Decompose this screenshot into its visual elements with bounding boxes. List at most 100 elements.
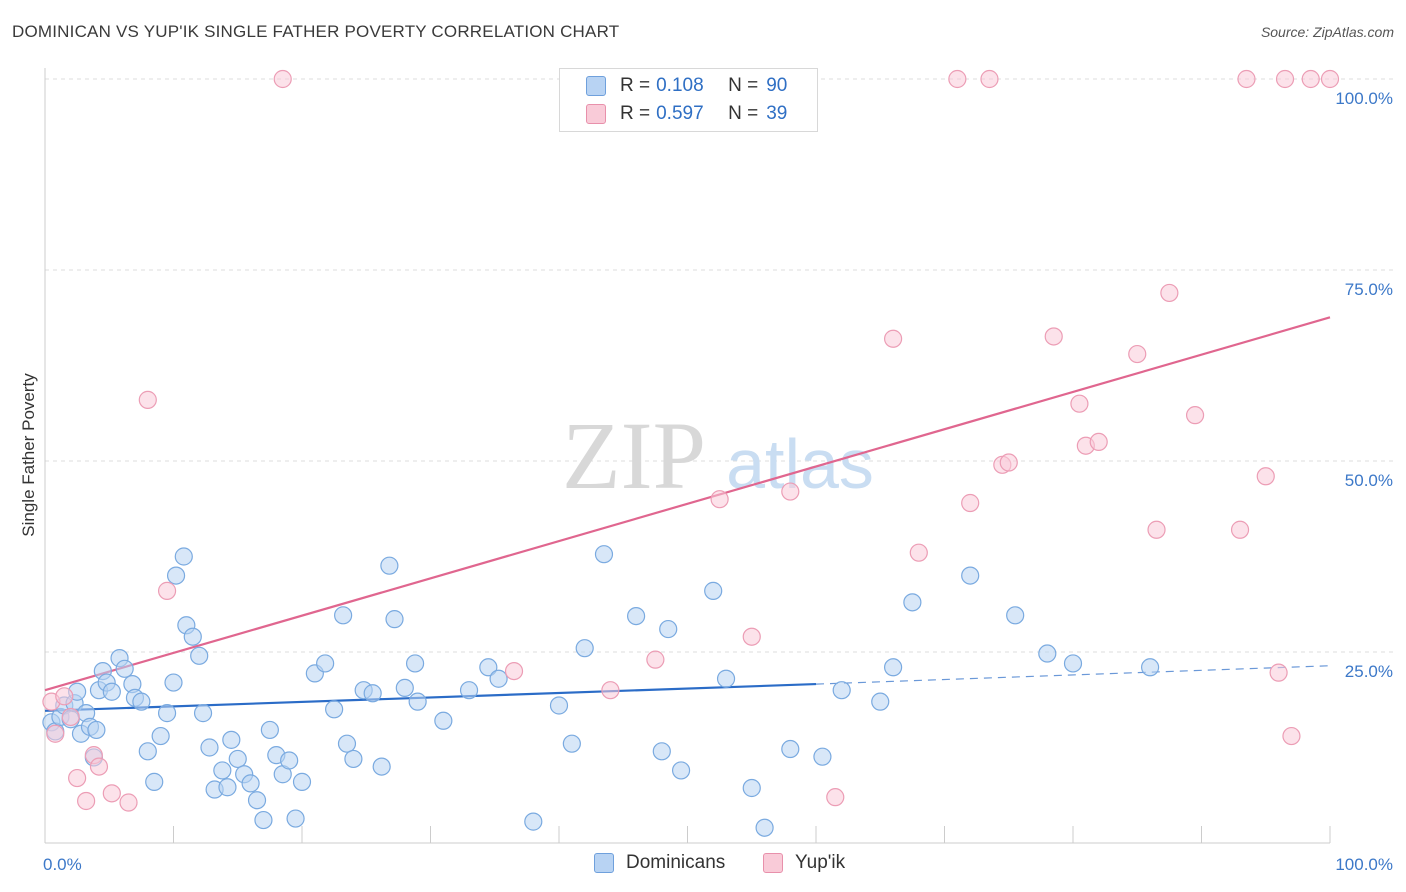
point-dominicans (102, 682, 121, 701)
point-dominicans (183, 627, 202, 646)
point-yupik (157, 581, 177, 600)
point-yupik (961, 493, 980, 513)
point-dominicans (157, 704, 177, 723)
point-yupik (1089, 432, 1108, 451)
point-dominicans (549, 696, 569, 715)
point-yupik (119, 793, 138, 812)
point-dominicans (1140, 658, 1160, 677)
legend-row-yupik: R = 0.597 N = 39 (586, 101, 787, 127)
x-tick-label: 100.0% (1335, 855, 1393, 874)
trend-line-yupik (44, 316, 1331, 692)
axes (44, 68, 1331, 844)
legend-swatch-dominicans (586, 76, 606, 96)
point-dominicans (755, 818, 774, 837)
point-dominicans (372, 757, 391, 776)
data-points (42, 69, 1340, 837)
legend-n-value: 90 (766, 75, 788, 96)
legend-r-value: 0.108 (656, 75, 704, 96)
series-legend-yupik: Yup'ik (763, 852, 845, 874)
point-yupik (1128, 344, 1147, 364)
x-tick-label: 0.0% (43, 855, 82, 874)
point-dominicans (151, 726, 170, 746)
point-dominicans (292, 772, 312, 791)
legend-r-label: R = (620, 103, 651, 124)
y-tick-label: 75.0% (1345, 280, 1393, 299)
point-yupik (89, 757, 109, 776)
point-dominicans (132, 692, 151, 711)
point-dominicans (489, 669, 508, 688)
point-dominicans (241, 774, 260, 793)
point-yupik (742, 627, 761, 646)
point-dominicans (704, 581, 723, 600)
point-dominicans (316, 654, 335, 673)
point-dominicans (213, 761, 232, 780)
point-dominicans (200, 738, 219, 757)
point-dominicans (280, 751, 299, 770)
point-dominicans (562, 734, 581, 753)
point-yupik (1160, 283, 1179, 303)
point-dominicans (325, 700, 344, 719)
series-legend-dominicans: Dominicans (594, 852, 725, 874)
point-dominicans (344, 749, 363, 769)
point-yupik (948, 69, 967, 89)
point-yupik (883, 329, 903, 348)
point-yupik (1269, 663, 1288, 682)
trend-lines (44, 316, 1331, 712)
point-dominicans (286, 809, 305, 828)
point-dominicans (190, 646, 209, 665)
point-dominicans (222, 730, 241, 749)
correlation-legend: R = 0.108 N = 90 R = 0.597 N = 39 (559, 68, 818, 132)
chart-title: DOMINICAN VS YUP'IK SINGLE FATHER POVERT… (12, 22, 620, 41)
point-yupik (1320, 69, 1340, 89)
point-dominicans (524, 812, 543, 831)
legend-r-label: R = (620, 75, 651, 96)
point-dominicans (260, 720, 279, 740)
legend-row-dominicans: R = 0.108 N = 90 (586, 73, 787, 99)
point-yupik (1301, 69, 1320, 89)
trend-line-dominicans (44, 682, 817, 712)
watermark-zip: ZIP (562, 402, 706, 509)
point-yupik (646, 650, 665, 669)
point-dominicans (1063, 654, 1083, 673)
point-yupik (1237, 69, 1256, 89)
point-yupik (102, 784, 121, 803)
point-dominicans (1038, 644, 1057, 663)
point-dominicans (166, 566, 186, 585)
point-yupik (1256, 467, 1275, 486)
series-label-yupik: Yup'ik (795, 852, 846, 873)
point-yupik (1185, 406, 1205, 425)
point-dominicans (380, 556, 399, 575)
tick-labels: 25.0% 50.0% 75.0% 100.0% 0.0% 100.0% (43, 89, 1393, 874)
point-dominicans (193, 704, 213, 723)
point-yupik (46, 724, 65, 743)
point-dominicans (716, 669, 736, 688)
source-label: Source: ZipAtlas.com (1260, 24, 1394, 40)
point-yupik (61, 707, 80, 727)
point-yupik (1070, 394, 1089, 413)
y-tick-label: 50.0% (1345, 471, 1393, 490)
point-yupik (68, 768, 87, 788)
point-dominicans (138, 742, 157, 761)
point-dominicans (883, 658, 903, 677)
point-dominicans (405, 654, 425, 673)
y-tick-label: 100.0% (1335, 89, 1393, 108)
point-dominicans (575, 639, 594, 658)
y-tick-label: 25.0% (1345, 662, 1393, 681)
point-dominicans (626, 606, 646, 626)
series-swatch-yupik (763, 853, 783, 873)
watermark-atlas: atlas (726, 425, 874, 503)
point-dominicans (254, 810, 273, 830)
trend-extension-dominicans (815, 665, 1331, 685)
legend-n-label: N = (728, 103, 759, 124)
series-legend: Dominicans Yup'ik (0, 852, 1406, 878)
point-yupik (504, 661, 524, 681)
point-yupik (980, 69, 999, 89)
point-dominicans (218, 778, 237, 797)
legend-n-label: N = (728, 75, 759, 96)
point-dominicans (395, 678, 414, 698)
point-dominicans (961, 566, 980, 585)
point-dominicans (145, 772, 164, 791)
point-yupik (601, 681, 620, 700)
point-dominicans (479, 658, 498, 677)
